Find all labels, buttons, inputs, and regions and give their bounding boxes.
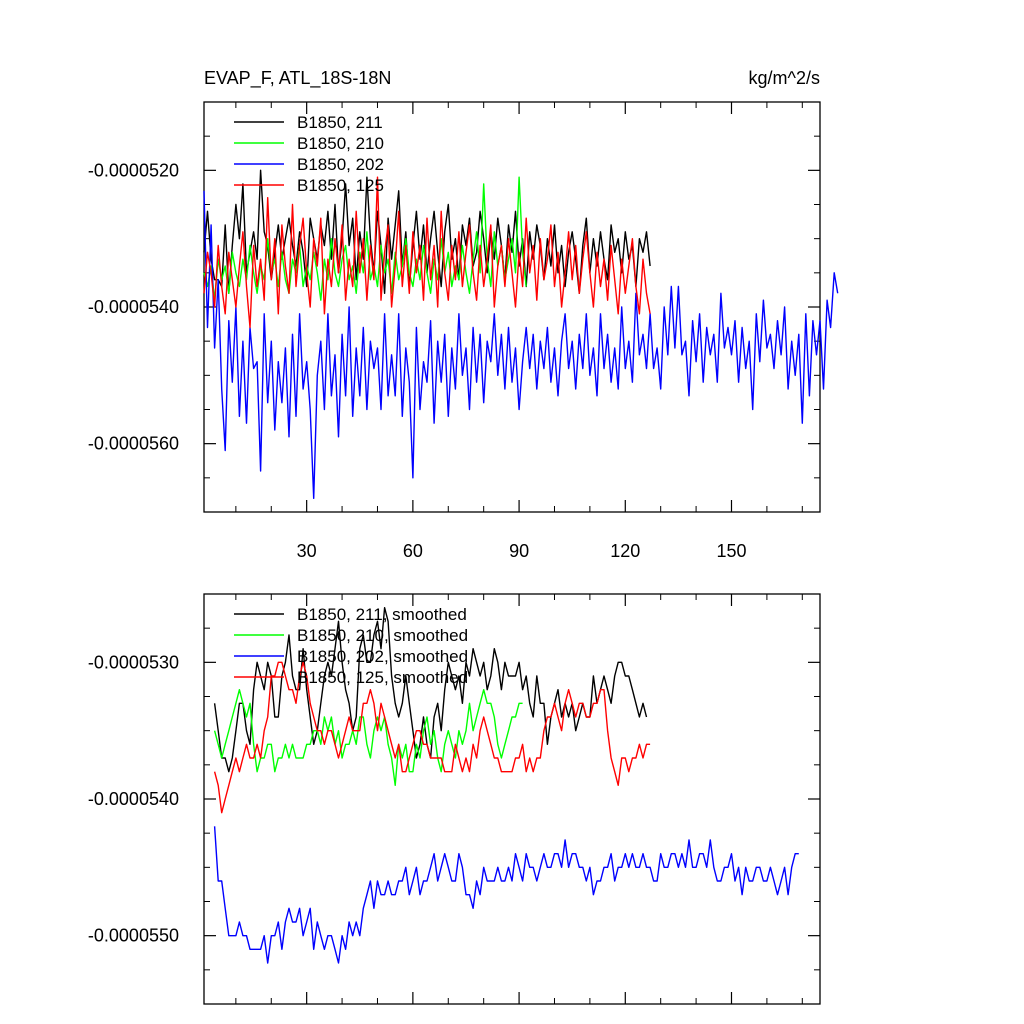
top-panel: EVAP_F, ATL_18S-18N kg/m^2/s 30 60 90 120 15… xyxy=(88,68,839,561)
bottom-series-lines xyxy=(213,607,799,964)
y-tick-label: -0.0000520 xyxy=(88,160,179,180)
bottom-ticks: -0.0000530 -0.0000540 -0.0000550 xyxy=(88,594,820,1004)
legend-label: B1850, 210 xyxy=(297,134,384,153)
legend-label: B1850, 125, smoothed xyxy=(297,668,468,687)
top-panel-title: EVAP_F, ATL_18S-18N xyxy=(204,68,391,89)
top-series-lines xyxy=(203,169,839,499)
x-tick-label: 60 xyxy=(403,541,423,561)
x-tick-label: 120 xyxy=(610,541,640,561)
y-tick-label: -0.0000540 xyxy=(88,789,179,809)
top-ticks: 30 60 90 120 150 -0.0000520 -0.0000540 -0.00005… xyxy=(88,102,820,561)
y-tick-label: -0.0000530 xyxy=(88,652,179,672)
legend-label: B1850, 202 xyxy=(297,155,384,174)
legend-label: B1850, 210, smoothed xyxy=(297,626,468,645)
series-line xyxy=(203,190,839,499)
top-legend: B1850, 211 B1850, 210 B1850, 202 B1850, 125 xyxy=(234,113,384,195)
legend-label: B1850, 211 xyxy=(297,113,383,132)
series-line xyxy=(213,661,651,814)
legend-label: B1850, 211, smoothed xyxy=(297,605,467,624)
x-tick-label: 30 xyxy=(297,541,317,561)
y-tick-label: -0.0000550 xyxy=(88,926,179,946)
bottom-legend: B1850, 211, smoothed B1850, 210, smoothed… xyxy=(234,605,468,687)
x-tick-label: 90 xyxy=(509,541,529,561)
y-tick-label: -0.0000540 xyxy=(88,297,179,317)
x-tick-label: 150 xyxy=(716,541,746,561)
y-tick-label: -0.0000560 xyxy=(88,434,179,454)
top-panel-units: kg/m^2/s xyxy=(749,68,820,88)
legend-label: B1850, 125 xyxy=(297,176,384,195)
series-line xyxy=(203,176,651,329)
series-line xyxy=(213,689,523,786)
series-line xyxy=(213,826,799,964)
legend-label: B1850, 202, smoothed xyxy=(297,647,468,666)
bottom-panel: -0.0000530 -0.0000540 -0.0000550 B1850, 21… xyxy=(88,593,821,1005)
